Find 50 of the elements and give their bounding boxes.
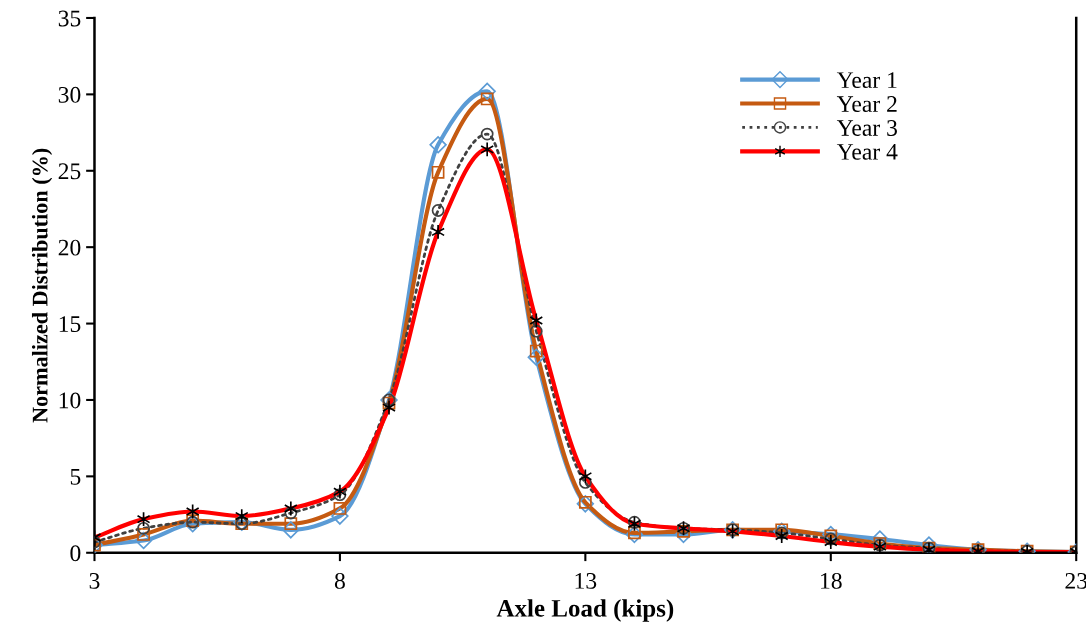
point [431,204,445,217]
point [774,528,789,544]
y-tick-label: 30 [58,86,81,103]
point [480,92,494,106]
legend-label: Year 2 [836,96,897,112]
point [674,525,693,544]
legend-label: Year 3 [836,120,897,136]
y-tick-label: 0 [70,545,81,562]
x-axis-title: Axle Load (kips) [496,599,674,622]
point [333,488,347,502]
point [331,507,349,525]
legend-label: Year 1 [836,72,897,89]
point [578,476,592,489]
x-tick-label: 8 [334,572,345,589]
point [431,224,445,240]
point [823,534,838,550]
point [527,348,545,366]
point [233,513,251,531]
point [382,399,396,416]
point [480,141,495,158]
point [429,136,447,154]
y-axis-title: Normalized Distribution (%) [31,148,53,423]
point [134,531,153,550]
point [480,127,494,141]
point [628,526,641,540]
x-tick-label: 18 [821,572,842,589]
point [333,483,347,500]
y-tick-label: 15 [59,316,81,332]
point [576,495,595,513]
x-tick-label: 13 [575,572,597,589]
point [183,515,202,533]
point [282,521,300,539]
point [529,324,543,338]
point [283,500,298,517]
y-tick-label: 35 [58,10,81,27]
x-tick-label: 3 [89,572,100,589]
point [478,82,496,101]
point [920,536,938,553]
point [137,521,150,535]
point [625,525,644,544]
point [431,165,445,179]
point [284,506,298,520]
y-tick-label: 25 [58,163,81,180]
y-tick-label: 20 [58,239,81,256]
point [871,530,889,548]
point [333,502,347,515]
legend-label: Year 4 [836,144,898,160]
y-tick-label: 5 [70,469,81,485]
point [234,508,249,524]
y-tick-label: 10 [59,392,81,409]
